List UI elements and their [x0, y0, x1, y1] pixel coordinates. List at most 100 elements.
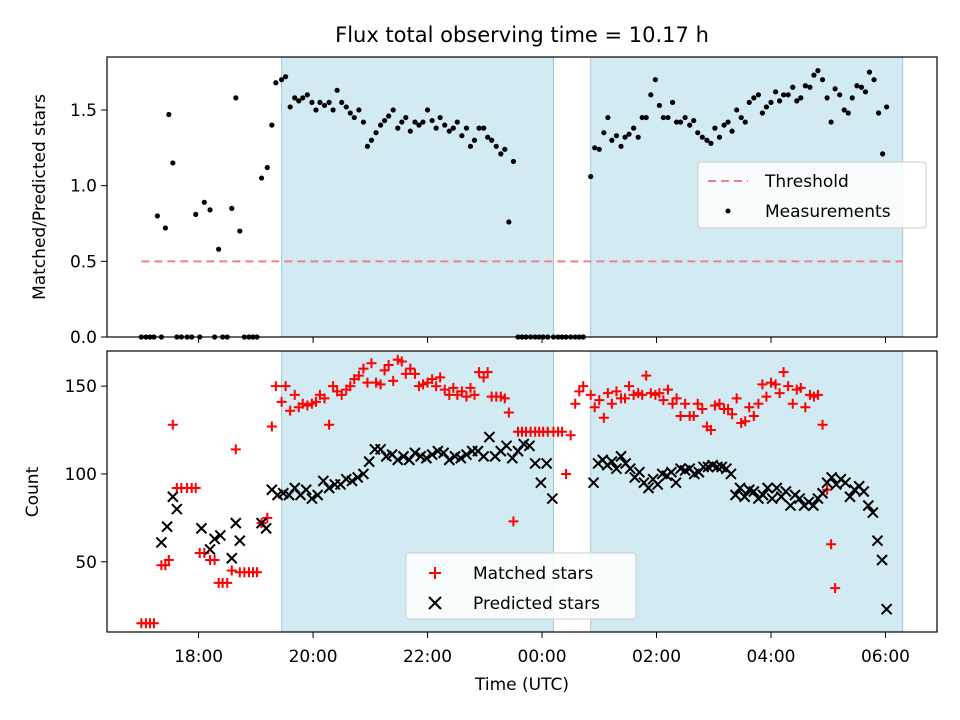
measurements-point: [207, 207, 213, 213]
measurements-point: [347, 110, 353, 116]
matched-stars-point: [731, 393, 742, 404]
predicted-stars-point: [766, 492, 778, 505]
measurements-point: [454, 119, 460, 125]
matched-stars-point: [345, 381, 356, 392]
measurements-point: [665, 114, 671, 121]
matched-stars-point: [478, 372, 489, 383]
measurements-point: [273, 80, 279, 86]
matched-stars-point: [465, 382, 476, 393]
matched-stars-point: [675, 410, 686, 421]
matched-stars-point: [474, 367, 485, 378]
x-axis-label: Time (UTC): [474, 675, 569, 695]
y-tick-label: 100: [65, 465, 97, 485]
ratio-y-axis-label: Matched/Predicted stars: [30, 94, 50, 300]
matched-stars-point: [637, 389, 648, 400]
y-tick-label: 0.5: [70, 252, 97, 272]
measurements-point: [476, 125, 482, 131]
matched-stars-point: [826, 539, 837, 550]
measurements-point: [871, 77, 877, 83]
matched-stars-point: [388, 375, 399, 386]
predicted-stars-point: [426, 448, 438, 461]
measurements-point: [742, 119, 748, 125]
predicted-stars-point: [346, 475, 358, 487]
matched-stars-point: [276, 396, 287, 407]
matched-stars-point: [439, 384, 450, 395]
matched-stars-point: [148, 618, 159, 629]
measurements-point: [373, 130, 379, 136]
x-tick-label: 00:00: [518, 647, 567, 667]
count-y-axis-label: Count: [23, 466, 43, 517]
predicted-stars-point: [729, 489, 742, 501]
measurements-point: [677, 119, 684, 125]
matched-stars-point: [589, 402, 600, 413]
measurements-point: [498, 151, 504, 157]
measurements-point: [631, 125, 637, 131]
predicted-stars-point: [862, 499, 875, 512]
measurements-point: [292, 95, 298, 101]
predicted-stars-point: [455, 452, 467, 464]
measurements-point: [216, 246, 222, 252]
matched-stars-point: [336, 389, 347, 400]
predicted-stars-point: [876, 554, 888, 566]
measurements-point: [459, 133, 465, 139]
matched-stars-point: [561, 468, 572, 479]
measurements-point: [351, 114, 357, 121]
matched-stars-point: [757, 379, 768, 390]
predicted-stars-point: [880, 603, 893, 615]
observing-interval-1: [281, 56, 554, 338]
predicted-stars-point: [311, 489, 324, 501]
predicted-stars-point: [867, 506, 879, 519]
predicted-stars-point: [195, 522, 208, 535]
predicted-stars-point: [610, 462, 623, 475]
predicted-stars-point: [642, 482, 655, 494]
predicted-stars-point: [587, 477, 600, 489]
predicted-stars-point: [816, 487, 829, 499]
matched-stars-point: [409, 368, 420, 379]
measurements-point: [390, 107, 396, 113]
predicted-stars-point: [793, 492, 806, 505]
matched-stars-point: [456, 386, 467, 397]
matched-stars-point: [230, 444, 241, 455]
measurements-point: [386, 113, 392, 119]
legend-measurements-label: Measurements: [765, 202, 891, 222]
matched-stars-point: [469, 389, 480, 400]
matched-stars-point: [744, 402, 755, 413]
measurements-point: [622, 134, 628, 140]
measurements-point: [660, 114, 666, 121]
matched-stars-point: [285, 405, 296, 416]
measurements-point: [395, 125, 401, 131]
predicted-stars-point: [477, 450, 490, 463]
measurements-point: [162, 225, 168, 231]
ratio-legend-box: [697, 161, 927, 229]
predicted-stars-point: [771, 482, 783, 494]
matched-stars-point: [358, 363, 369, 374]
predicted-stars-point: [535, 477, 547, 489]
measurements-point: [776, 98, 783, 104]
matched-stars-point: [435, 372, 446, 383]
measurements-point: [802, 83, 808, 89]
measurements-point: [687, 122, 693, 128]
measurements-point: [755, 92, 762, 98]
matched-stars-point: [766, 377, 776, 388]
measurements-point: [424, 107, 431, 113]
matched-stars-point: [499, 393, 510, 404]
predicted-stars-point: [734, 482, 746, 494]
legend-matched-swatch: [429, 567, 441, 579]
measurements-point: [506, 219, 512, 225]
predicted-stars-point: [397, 450, 410, 463]
x-tick-label: 18:00: [174, 647, 223, 667]
measurements-point: [382, 117, 388, 124]
measurements-point: [768, 99, 774, 106]
matched-stars-point: [594, 395, 605, 406]
predicted-stars-point: [230, 517, 242, 529]
predicted-stars-point: [844, 491, 856, 503]
y-tick-label: 1.0: [70, 177, 97, 197]
measurements-point: [588, 173, 594, 180]
predicted-stars-point: [738, 491, 751, 503]
predicted-stars-point: [725, 468, 737, 480]
measurements-point: [429, 117, 435, 124]
predicted-stars-point: [624, 462, 636, 475]
predicted-stars-point: [665, 466, 678, 478]
matched-stars-point: [226, 565, 237, 576]
x-tick-label: 06:00: [861, 647, 910, 667]
